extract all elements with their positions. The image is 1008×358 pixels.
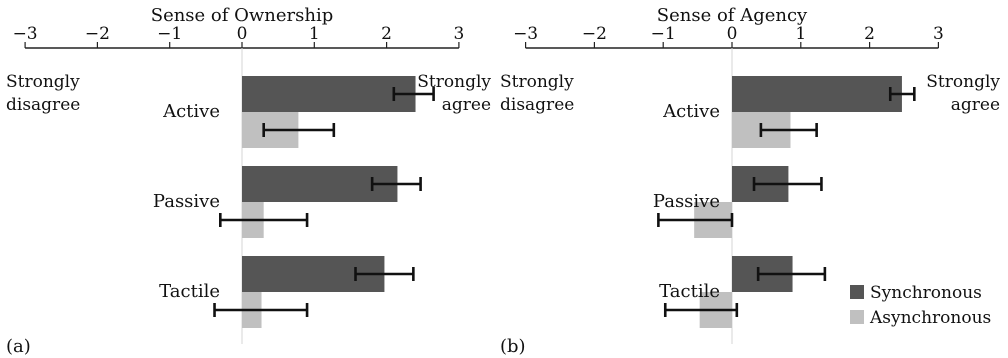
- x-tick-label: 2: [864, 24, 875, 44]
- legend-swatch: [850, 285, 864, 299]
- right-anchor-line-1: Strongly: [417, 72, 491, 92]
- x-tick-label: −1: [157, 24, 182, 44]
- chart-panel-b: Sense of Agency −3 −2 −1 0 1 2 3 Strongly disagre…: [500, 5, 1000, 357]
- error-bar-synchronous-tactile: [354, 267, 415, 281]
- error-bar-synchronous-tactile: [756, 267, 827, 281]
- category-label: Tactile: [159, 281, 220, 302]
- category-label: Active: [162, 101, 220, 122]
- left-anchor-line-1: Strongly: [500, 72, 574, 92]
- error-bar-asynchronous-passive: [657, 213, 734, 227]
- legend-label: Synchronous: [870, 283, 982, 303]
- x-tick-label: 1: [795, 24, 806, 44]
- error-bar-asynchronous-tactile: [663, 303, 739, 317]
- x-tick-label: 0: [727, 24, 738, 44]
- error-bar-synchronous-active: [888, 87, 916, 101]
- x-tick-label: 3: [453, 24, 464, 44]
- bar-synchronous-active: [242, 76, 416, 112]
- category-label: Passive: [653, 191, 720, 212]
- panel-label: (a): [6, 336, 31, 357]
- error-bar-asynchronous-tactile: [213, 303, 309, 317]
- legend-label: Asynchronous: [869, 308, 991, 328]
- chart-title: Sense of Agency: [657, 5, 808, 26]
- chart-title: Sense of Ownership: [151, 5, 334, 26]
- x-tick-label: 2: [381, 24, 392, 44]
- x-tick-label: −2: [85, 24, 110, 44]
- bar-synchronous-active: [732, 76, 902, 112]
- error-bar-synchronous-passive: [370, 177, 422, 191]
- right-anchor-line-1: Strongly: [926, 72, 1000, 92]
- right-anchor-line-2: agree: [442, 95, 491, 115]
- right-anchor-line-2: agree: [951, 95, 1000, 115]
- x-tick-label: −1: [651, 24, 676, 44]
- error-bar-asynchronous-active: [759, 123, 818, 137]
- error-bar-asynchronous-active: [262, 123, 336, 137]
- x-tick-label: −2: [582, 24, 607, 44]
- x-tick-label: −3: [513, 24, 538, 44]
- error-bar-synchronous-passive: [752, 177, 823, 191]
- x-tick-label: 1: [309, 24, 320, 44]
- category-label: Passive: [153, 191, 220, 212]
- chart-panel-a: Sense of Ownership −3 −2 −1 0 1 2 3 Strongly disa…: [6, 5, 491, 357]
- legend-swatch: [850, 310, 864, 324]
- category-label: Tactile: [659, 281, 720, 302]
- category-label: Active: [662, 101, 720, 122]
- x-tick-label: −3: [13, 24, 38, 44]
- error-bar-synchronous-active: [392, 87, 435, 101]
- left-anchor-line-2: disagree: [500, 95, 574, 115]
- error-bar-asynchronous-passive: [219, 213, 309, 227]
- left-anchor-line-2: disagree: [6, 95, 80, 115]
- x-tick-label: 3: [933, 24, 944, 44]
- left-anchor-line-1: Strongly: [6, 72, 80, 92]
- x-tick-label: 0: [237, 24, 248, 44]
- panel-label: (b): [500, 336, 526, 357]
- legend: Synchronous Asynchronous: [850, 283, 991, 328]
